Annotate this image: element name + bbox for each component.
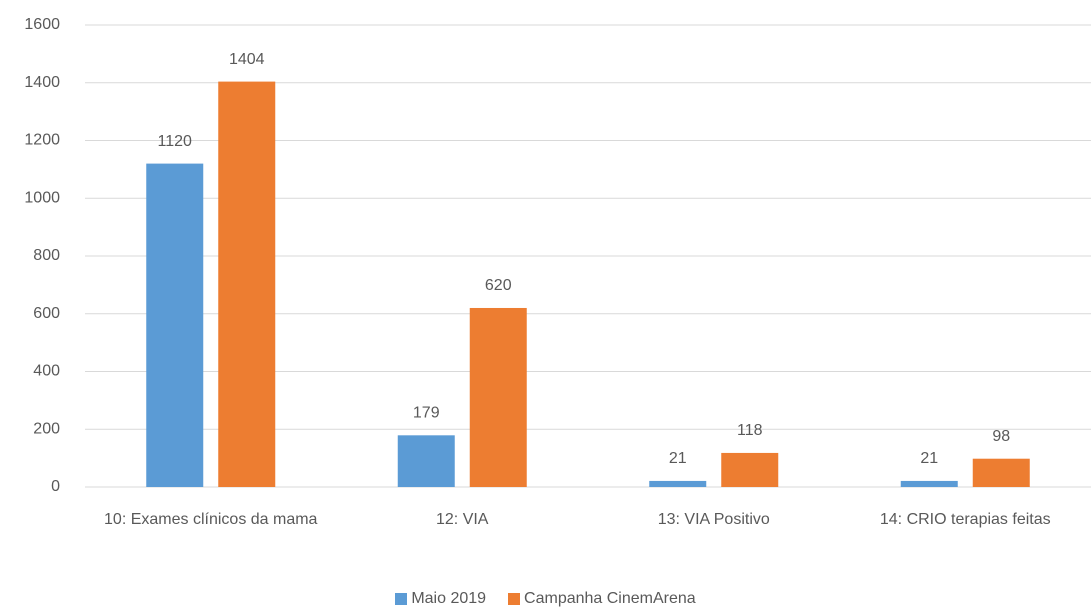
bar xyxy=(397,435,455,487)
y-tick-label: 800 xyxy=(33,247,60,264)
data-label: 98 xyxy=(992,428,1010,445)
bar xyxy=(469,307,527,487)
legend-label: Maio 2019 xyxy=(411,590,487,607)
legend-label: Campanha CinemArena xyxy=(524,590,696,607)
bar xyxy=(146,163,204,487)
data-label: 21 xyxy=(669,450,687,467)
bar xyxy=(649,480,707,487)
x-tick-label: 10: Exames clínicos da mama xyxy=(104,511,318,528)
bar xyxy=(218,81,276,487)
legend-item: Maio 2019 xyxy=(395,590,486,608)
legend-swatch xyxy=(508,593,521,605)
x-tick-label: 14: CRIO terapias feitas xyxy=(879,511,1051,528)
data-label: 179 xyxy=(413,405,440,422)
x-tick-label: 12: VIA xyxy=(436,511,489,528)
bar xyxy=(972,458,1030,487)
x-tick-label: 13: VIA Positivo xyxy=(657,511,770,528)
y-tick-label: 1600 xyxy=(24,16,60,33)
data-label: 1404 xyxy=(229,51,265,68)
y-tick-label: 1200 xyxy=(24,132,60,149)
y-tick-label: 1000 xyxy=(24,189,60,206)
y-tick-label: 1400 xyxy=(24,74,60,91)
data-label: 118 xyxy=(737,422,763,439)
y-tick-label: 600 xyxy=(33,305,60,322)
legend-swatch xyxy=(395,593,408,605)
y-tick-label: 0 xyxy=(51,478,60,495)
legend-item: Campanha CinemArena xyxy=(508,590,696,608)
bar xyxy=(721,452,779,487)
y-tick-label: 400 xyxy=(33,363,60,380)
data-label: 1120 xyxy=(158,133,193,150)
bar xyxy=(900,480,958,487)
data-label: 21 xyxy=(920,450,938,467)
data-label: 620 xyxy=(485,277,512,294)
y-tick-label: 200 xyxy=(33,420,60,437)
legend: Maio 2019 Campanha CinemArena xyxy=(0,590,1091,608)
